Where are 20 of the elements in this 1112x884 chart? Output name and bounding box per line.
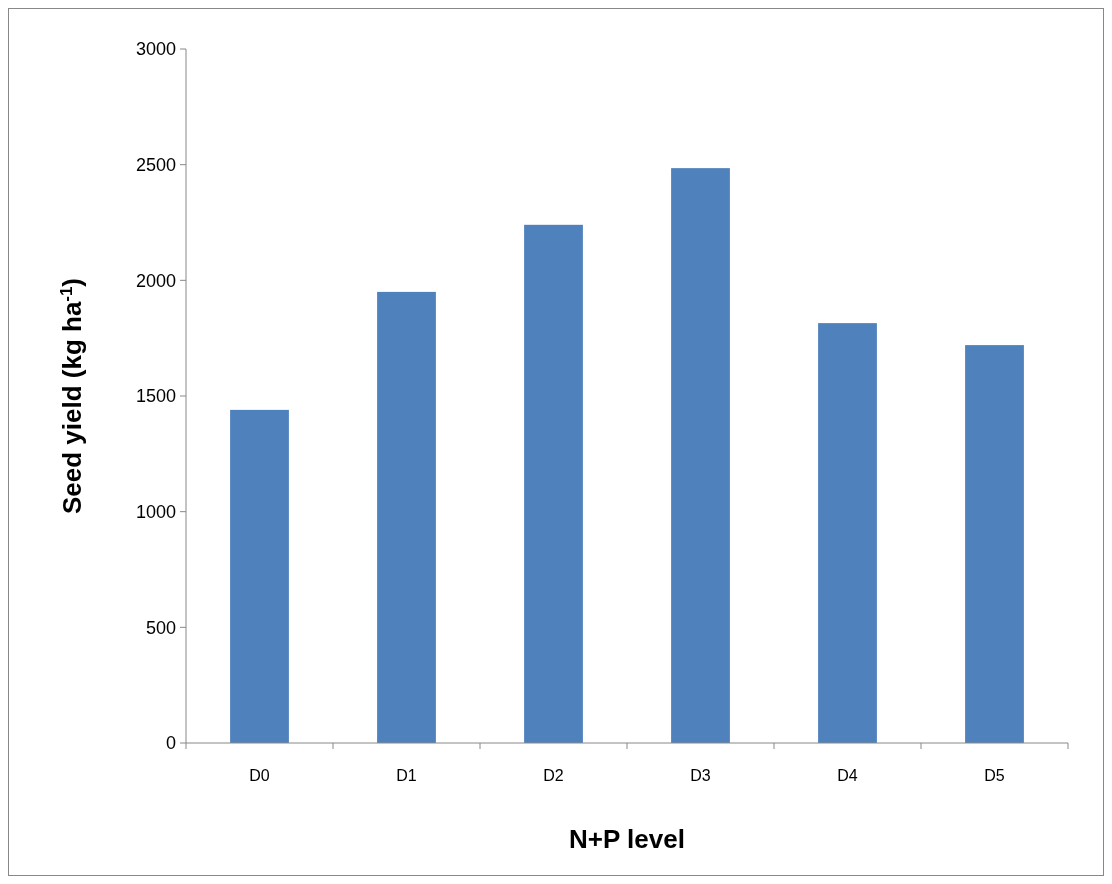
- bar: [524, 224, 583, 743]
- y-tick-label: 1000: [135, 501, 176, 522]
- x-tick-label: D3: [690, 767, 711, 784]
- x-tick-label: D1: [396, 767, 417, 784]
- x-tick-label: D5: [984, 767, 1005, 784]
- x-axis-title: N+P level: [569, 824, 685, 854]
- y-tick-label: 2500: [135, 154, 176, 175]
- bar: [377, 291, 436, 743]
- x-tick-label: D4: [837, 767, 858, 784]
- bar: [230, 409, 289, 743]
- y-tick-label: 3000: [135, 39, 176, 60]
- bar: [671, 168, 730, 743]
- x-tick-label: D0: [249, 767, 270, 784]
- bar: [965, 345, 1024, 743]
- x-tick-label: D2: [543, 767, 564, 784]
- y-tick-label: 1500: [135, 386, 176, 407]
- bar: [818, 323, 877, 743]
- y-tick-label: 500: [145, 617, 176, 638]
- y-tick-label: 2000: [135, 270, 176, 291]
- y-tick-label: 0: [165, 733, 176, 754]
